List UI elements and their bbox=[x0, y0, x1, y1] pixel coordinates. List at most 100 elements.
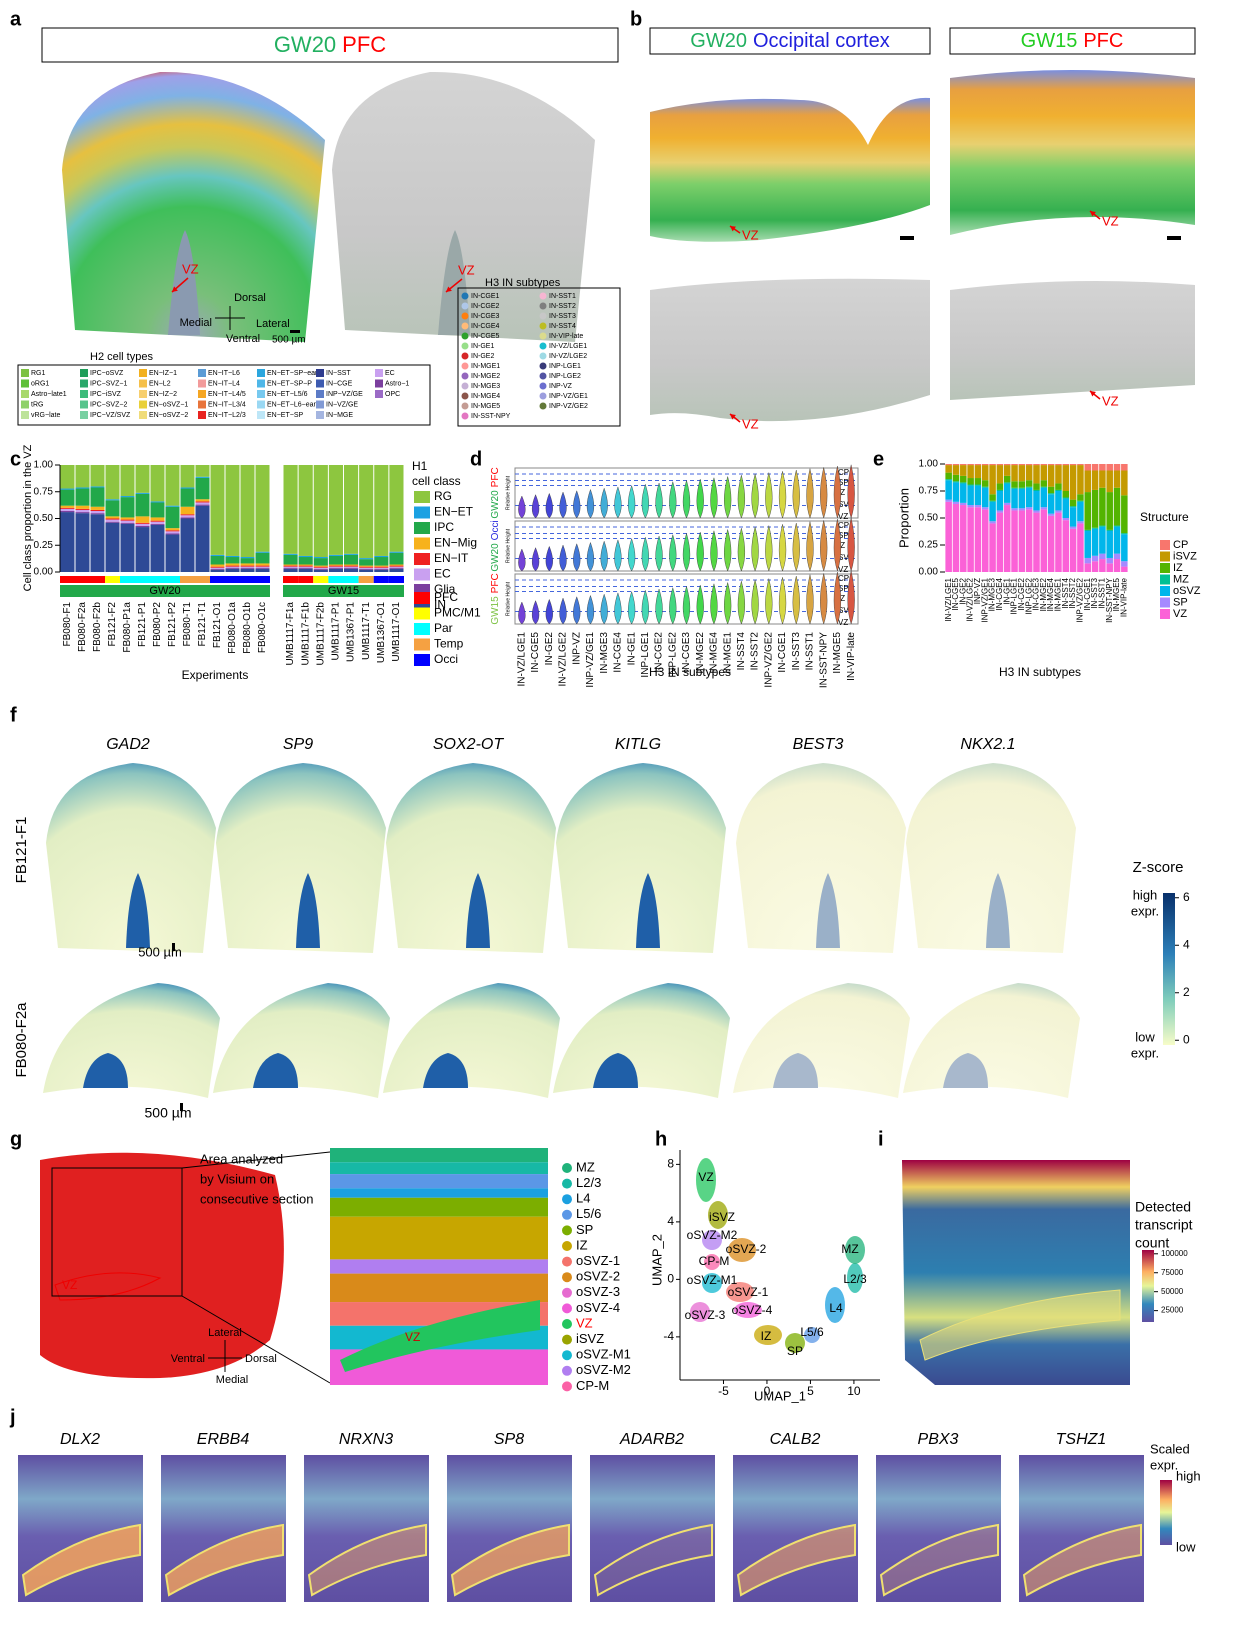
bar-segment bbox=[121, 524, 135, 572]
bar-segment bbox=[76, 509, 90, 510]
bar-segment bbox=[989, 465, 996, 494]
violin bbox=[683, 480, 690, 518]
legend-swatch bbox=[414, 522, 430, 534]
violin bbox=[765, 473, 772, 518]
legend-entry: IN-GE1 bbox=[471, 343, 494, 350]
legend-entry: EN−IZ−1 bbox=[149, 370, 177, 377]
tissue bbox=[40, 1153, 284, 1378]
bar-segment bbox=[1048, 514, 1055, 516]
bar-segment bbox=[967, 464, 974, 465]
bar-segment bbox=[389, 552, 403, 553]
legend-entry: IN-SST-NPY bbox=[471, 413, 511, 420]
x-tick-label: INP-VZ/GE1 bbox=[585, 632, 596, 688]
violin bbox=[711, 478, 718, 518]
violin bbox=[820, 573, 827, 624]
colorbar-tick-label: 0 bbox=[1183, 1032, 1190, 1046]
legend-swatch bbox=[414, 569, 430, 581]
bar-segment bbox=[329, 569, 343, 572]
gene-label: PBX3 bbox=[918, 1431, 959, 1448]
legend-entry: IN-SST1 bbox=[549, 293, 576, 300]
cluster-band bbox=[330, 1188, 548, 1197]
bar-segment bbox=[967, 478, 974, 484]
legend-swatch bbox=[139, 369, 147, 377]
legend-swatch bbox=[562, 1163, 572, 1173]
legend-entry: Par bbox=[434, 621, 453, 635]
layer-label: VZ bbox=[838, 618, 848, 627]
x-tick-label: IN-MGE3 bbox=[599, 632, 610, 674]
bar-segment bbox=[1084, 558, 1091, 563]
y-tick-label: 0.25 bbox=[919, 540, 939, 551]
cluster-label: L4 bbox=[829, 1301, 843, 1315]
cluster-label: VZ bbox=[698, 1170, 713, 1184]
legend-entry: EN−IZ−2 bbox=[149, 391, 177, 398]
cluster-label: L5/6 bbox=[800, 1325, 824, 1339]
legend-swatch bbox=[414, 654, 430, 666]
row-label: FB121-F1 bbox=[13, 817, 30, 884]
bar-segment bbox=[989, 521, 996, 523]
violin bbox=[573, 544, 580, 571]
legend-swatch bbox=[462, 293, 469, 300]
legend-entry: IN-VZ/LGE1 bbox=[549, 343, 587, 350]
legend-entry: IN−VZ/GE bbox=[326, 401, 358, 408]
cluster-label: L2/3 bbox=[843, 1272, 867, 1286]
label: expr. bbox=[1131, 903, 1159, 918]
violin bbox=[793, 470, 800, 518]
legend-swatch bbox=[540, 383, 547, 390]
bar-segment bbox=[136, 494, 150, 516]
title: GW15PFC bbox=[1021, 30, 1124, 52]
label: Detected bbox=[1135, 1199, 1191, 1215]
legend-entry: CP bbox=[1173, 539, 1188, 551]
x-axis-label: Experiments bbox=[182, 668, 249, 682]
legend-swatch bbox=[139, 380, 147, 388]
x-tick-label: INP-VZ bbox=[571, 632, 582, 665]
vz-label: VZ bbox=[182, 261, 199, 276]
label: H2 cell types bbox=[90, 351, 153, 363]
bar-segment bbox=[256, 552, 270, 553]
legend-entry: oSVZ-M2 bbox=[576, 1362, 631, 1377]
label: Ventral bbox=[226, 333, 260, 345]
bar-segment bbox=[1092, 556, 1099, 561]
bar-segment bbox=[1077, 521, 1084, 523]
bar-segment bbox=[314, 557, 328, 558]
legend-swatch bbox=[257, 401, 265, 409]
bar-segment bbox=[960, 476, 967, 482]
panel-letter: e bbox=[873, 448, 884, 470]
bar-segment bbox=[1114, 526, 1121, 527]
group-label: GW20 bbox=[149, 585, 180, 597]
cluster-label: IZ bbox=[761, 1329, 772, 1343]
axis-label: Relative Height bbox=[505, 581, 511, 616]
x-tick-label: FB080-O1b bbox=[242, 602, 253, 654]
bar-segment bbox=[181, 487, 195, 488]
tissue bbox=[553, 983, 730, 1098]
bar-segment bbox=[166, 533, 180, 534]
cluster-label: oSVZ-2 bbox=[726, 1242, 767, 1256]
bar-segment bbox=[1121, 495, 1128, 533]
bar-segment bbox=[1033, 510, 1040, 512]
legend-entry: EN−IT−L3/4 bbox=[208, 401, 246, 408]
x-tick-label: FB080-O1a bbox=[227, 602, 238, 654]
legend-swatch bbox=[540, 353, 547, 360]
bar-segment bbox=[1070, 464, 1077, 465]
legend-swatch bbox=[562, 1366, 572, 1376]
panel-letter: i bbox=[878, 1128, 884, 1150]
violin bbox=[724, 530, 731, 572]
bar-segment bbox=[982, 480, 989, 486]
bar-segment bbox=[1004, 482, 1011, 483]
legend-entry: EN−Mig bbox=[434, 536, 477, 550]
bar-segment bbox=[314, 566, 328, 567]
panel-letter: b bbox=[630, 8, 642, 30]
bar-segment bbox=[151, 524, 165, 525]
cluster-band bbox=[330, 1274, 548, 1302]
row-label: FB080-F2a bbox=[13, 1002, 30, 1078]
gene-label: SP8 bbox=[494, 1431, 524, 1448]
tissue bbox=[650, 279, 930, 421]
bar-segment bbox=[1063, 464, 1070, 465]
legend-entry: IPC−iSVZ bbox=[90, 391, 122, 398]
bar-segment bbox=[299, 566, 313, 567]
bar-segment bbox=[960, 483, 967, 502]
title-part: PFC bbox=[490, 467, 501, 487]
violin bbox=[518, 549, 525, 571]
legend-swatch bbox=[462, 323, 469, 330]
bar-segment bbox=[91, 510, 105, 511]
violin bbox=[642, 590, 649, 624]
